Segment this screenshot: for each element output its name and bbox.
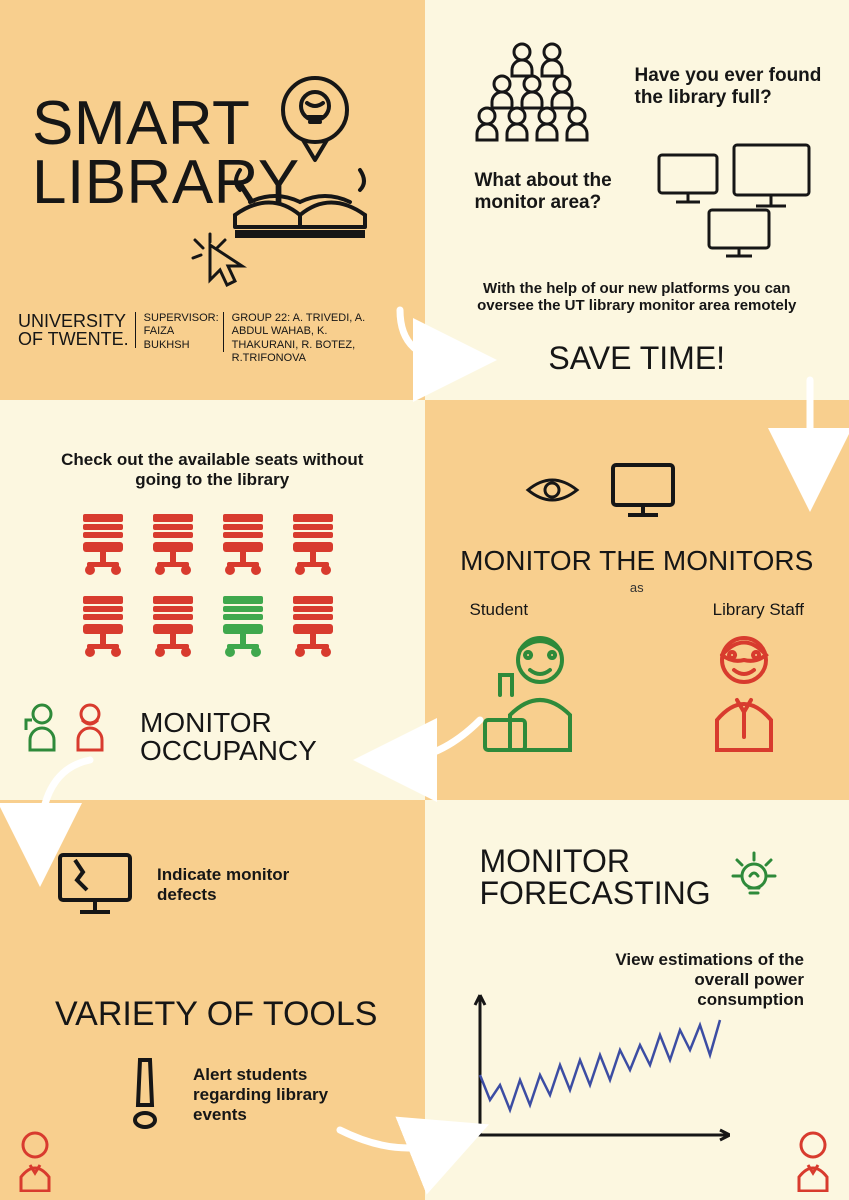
seat-icon (75, 510, 135, 582)
seat-icon (75, 592, 135, 664)
broken-monitor-icon (55, 850, 135, 920)
forecast-chart (470, 985, 730, 1145)
seat-icon (145, 592, 205, 664)
crowd-icon (462, 40, 612, 150)
panel-occupancy: Check out the available seats without go… (0, 400, 425, 800)
seat-icon (285, 510, 345, 582)
monitors-group-icon (654, 140, 814, 260)
panel-intro: Have you ever found the library full? Wh… (425, 0, 849, 400)
seat-icon (215, 510, 275, 582)
idea-bulb-icon (729, 850, 779, 905)
credits-block: UNIVERSITY OF TWENTE. SUPERVISOR: FAIZA … (18, 312, 372, 365)
platform-description: With the help of our new platforms you c… (465, 280, 810, 314)
small-people-icons (20, 700, 120, 760)
defect-text: Indicate monitor defects (157, 865, 337, 905)
save-time-heading: SAVE TIME! (425, 340, 849, 377)
panel-forecasting: MONITOR FORECASTING View estimations of … (425, 800, 849, 1200)
staff-icon (689, 625, 799, 755)
forecasting-title: MONITOR FORECASTING (480, 845, 711, 909)
monitor-monitors-title: MONITOR THE MONITORS (425, 545, 849, 577)
role-icons (475, 625, 800, 755)
university-name: UNIVERSITY OF TWENTE. (18, 312, 136, 348)
student-icon (475, 625, 595, 755)
book-idea-icon (215, 70, 385, 250)
cursor-icon (185, 230, 255, 300)
panel-title: SMART LIBRARY (0, 0, 425, 400)
panel-monitor-monitors: MONITOR THE MONITORS as Student Library … (425, 400, 849, 800)
seat-icon (285, 592, 345, 664)
panel-tools: Indicate monitor defects VARIETY OF TOOL… (0, 800, 425, 1200)
as-label: as (425, 580, 849, 595)
seat-icon (215, 592, 275, 664)
role-labels: Student Library Staff (470, 600, 805, 620)
variety-of-tools-title: VARIETY OF TOOLS (55, 995, 377, 1034)
role-student-label: Student (470, 600, 529, 620)
corner-staff-left-icon (8, 1127, 63, 1192)
question-2: What about the monitor area? (475, 170, 665, 214)
monitor-occupancy-title: MONITOR OCCUPANCY (140, 709, 317, 765)
alert-icon (120, 1055, 175, 1135)
monitor-icon (608, 460, 678, 520)
seat-grid (75, 510, 345, 664)
question-1: Have you ever found the library full? (635, 65, 825, 109)
seat-icon (145, 510, 205, 582)
supervisor: SUPERVISOR: FAIZA BUKHSH (144, 312, 224, 352)
role-staff-label: Library Staff (713, 600, 804, 620)
group-members: GROUP 22: A. TRIVEDI, A. ABDUL WAHAB, K.… (232, 312, 372, 365)
eye-icon (525, 473, 580, 508)
corner-staff-right-icon (786, 1127, 841, 1192)
alert-text: Alert students regarding library events (193, 1065, 353, 1125)
seats-caption: Check out the available seats without go… (60, 450, 365, 490)
